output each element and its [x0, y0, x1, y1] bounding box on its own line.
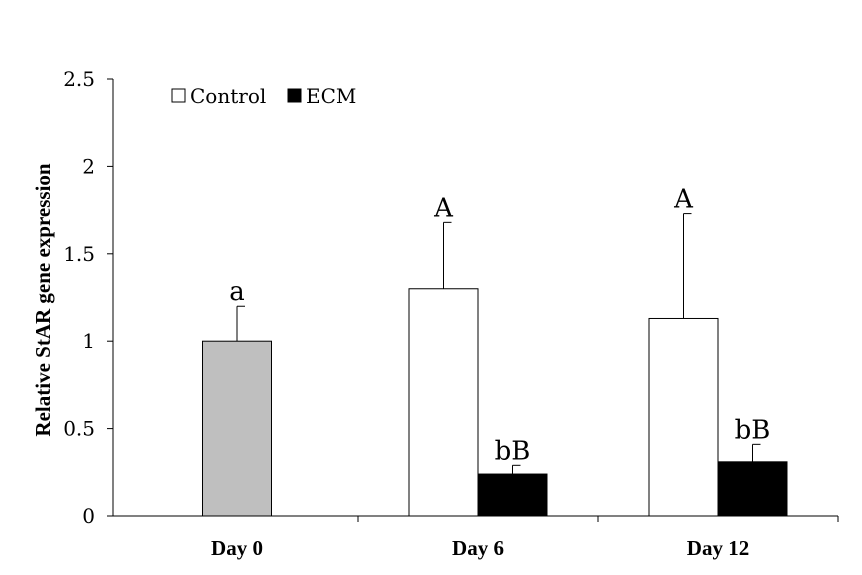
bar	[477, 473, 548, 517]
bars-group: a AbB AbB	[202, 185, 788, 517]
x-tick-label: Day 0	[211, 536, 263, 560]
y-tick-label: 0	[82, 504, 95, 528]
data-label: a	[229, 277, 245, 307]
bar	[408, 288, 479, 517]
legend-label: ECM	[306, 84, 356, 108]
bar	[717, 461, 788, 517]
legend-swatch	[287, 88, 302, 103]
data-label: bB	[735, 415, 771, 445]
legend: Control ECM	[171, 84, 356, 108]
legend-swatch	[171, 88, 186, 103]
y-tick-label: 1	[82, 329, 95, 353]
x-tick-label: Day 6	[452, 536, 504, 560]
axes: 0 0.5 1 1.5 2 2.5 Day 0 Day 6 Day 12	[63, 67, 839, 560]
y-tick-label: 0.5	[63, 417, 95, 441]
y-tick-label: 2.5	[63, 67, 95, 91]
y-axis-label: Relative StAR gene expression	[31, 163, 55, 436]
data-label: A	[673, 185, 694, 215]
bar	[648, 317, 719, 517]
data-label: A	[433, 193, 454, 223]
y-tick-label: 1.5	[63, 242, 95, 266]
bar	[202, 340, 272, 517]
y-tick-label: 2	[82, 154, 95, 178]
legend-label: Control	[190, 84, 266, 108]
data-label: bB	[495, 436, 531, 466]
x-tick-label: Day 12	[687, 536, 749, 560]
